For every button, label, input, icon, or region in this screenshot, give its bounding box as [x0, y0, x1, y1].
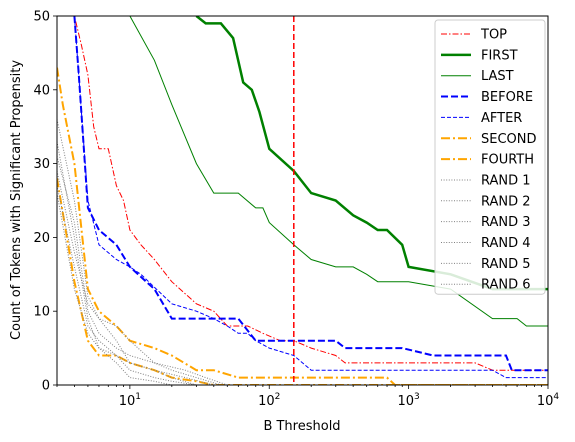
legend-label: BEFORE [481, 90, 533, 105]
x-axis-label: B Threshold [263, 419, 340, 434]
legend-label: FIRST [481, 48, 518, 63]
plot-frame [56, 15, 549, 386]
series-line-6 [57, 67, 548, 385]
x-tick-label: 103 [397, 392, 419, 409]
legend-label: AFTER [481, 111, 522, 126]
series-line-2 [195, 16, 548, 291]
series-line-4 [73, 16, 548, 372]
x-tick-label: 101 [119, 392, 141, 409]
legend-box [434, 19, 546, 295]
legend-label: RAND 1 [481, 173, 531, 188]
y-tick-label: 30 [33, 157, 50, 172]
legend-label: TOP [480, 28, 507, 43]
series-line-1 [57, 16, 548, 371]
legend-label: RAND 2 [481, 194, 531, 209]
y-axis: 0 10 20 30 40 50 [33, 10, 57, 394]
series-line-10 [57, 156, 548, 385]
y-axis-label: Count of Tokens with Significant Propens… [9, 60, 24, 340]
y-tick-label: 50 [33, 10, 50, 25]
legend-label: RAND 5 [481, 257, 531, 272]
plot-area [57, 16, 548, 385]
series-line-12 [57, 185, 548, 385]
legend-label: RAND 4 [481, 236, 531, 251]
y-tick-label: 0 [42, 379, 50, 394]
legend-label: LAST [481, 69, 514, 84]
series-line-5 [57, 16, 548, 379]
series-line-7 [57, 178, 548, 385]
legend-label: SECOND [481, 132, 537, 147]
series-line-3 [129, 16, 548, 327]
legend-label: FOURTH [481, 153, 534, 168]
legend-label: RAND 3 [481, 215, 531, 230]
x-tick-label: 104 [537, 392, 560, 409]
y-tick-label: 10 [33, 305, 50, 320]
legend: TOP FIRST LAST BEFORE AFTER SECOND FOURTH RAND … [434, 19, 546, 295]
x-tick-label: 102 [258, 392, 280, 409]
y-tick-label: 40 [33, 83, 50, 98]
legend-label: RAND 6 [481, 278, 531, 293]
series-line-13 [57, 193, 548, 385]
y-tick-label: 20 [33, 231, 50, 246]
x-axis: 101 102 103 104 [56, 385, 560, 409]
